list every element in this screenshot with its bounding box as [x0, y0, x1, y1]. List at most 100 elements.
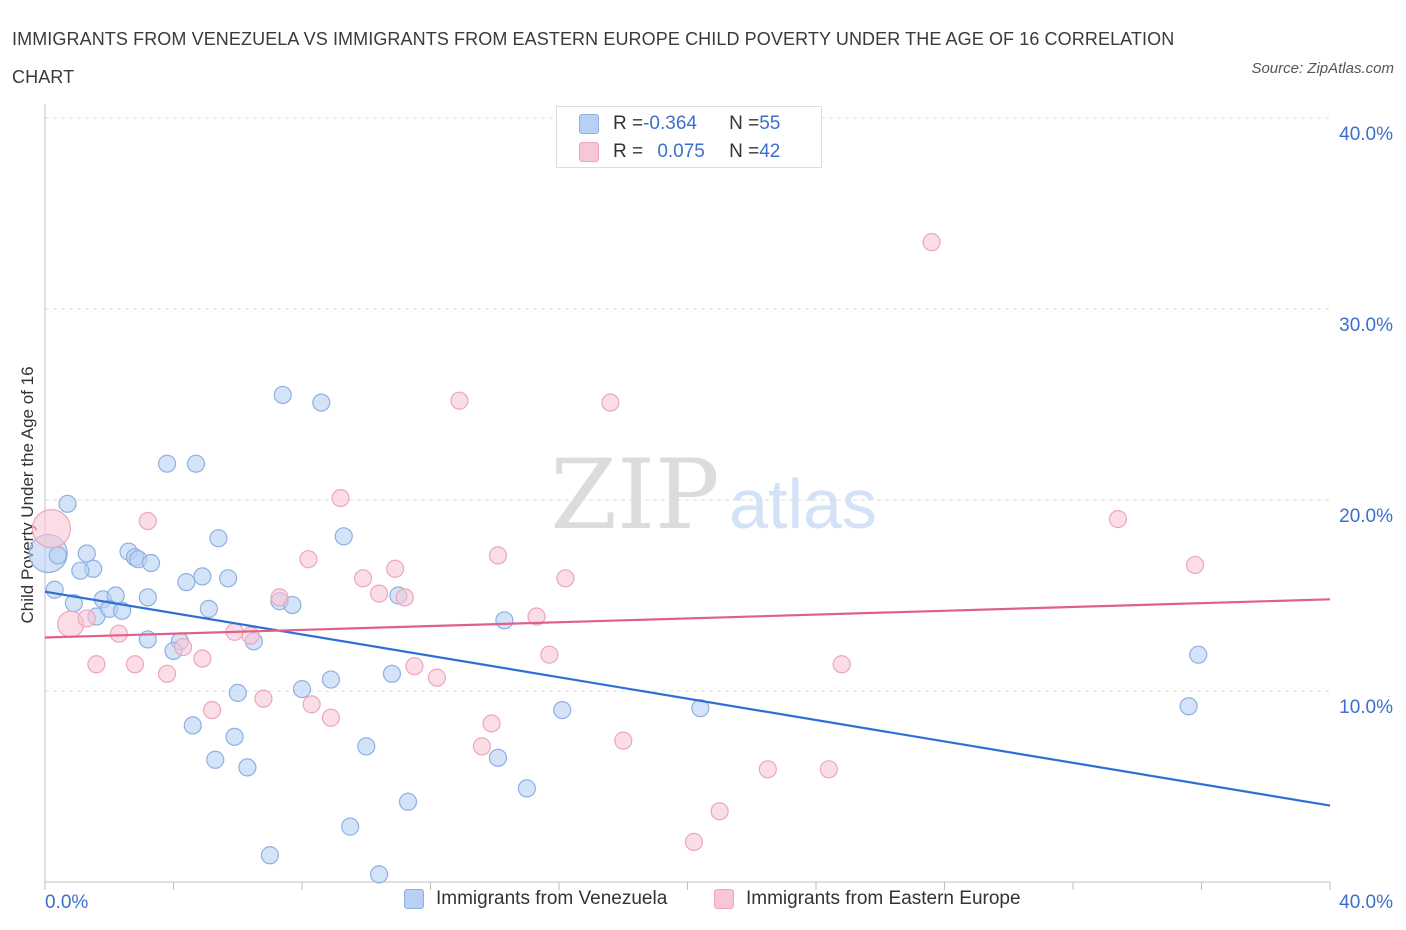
stats-r-label: R = [613, 113, 644, 134]
eastern-europe-point [488, 546, 508, 565]
eastern-europe-point [202, 700, 222, 720]
eastern-europe-point [125, 655, 145, 674]
legend-swatch-pink [714, 889, 734, 909]
venezuela-point [177, 573, 196, 592]
venezuela-point [312, 393, 331, 412]
eastern-europe-point [832, 655, 851, 674]
venezuela-point [260, 846, 279, 865]
eastern-europe-point [614, 731, 633, 750]
eastern-europe-point [353, 569, 373, 588]
y-tick-label: 30.0% [1339, 315, 1393, 336]
venezuela-point [273, 385, 292, 405]
axes [44, 104, 1331, 890]
eastern-europe-point [157, 664, 177, 683]
eastern-europe-point [386, 559, 405, 578]
venezuela-point [495, 611, 514, 630]
stats-n-value: 42 [759, 141, 781, 162]
venezuela-point [357, 737, 376, 756]
stats-row-eastern-europe: R = 0.075 N = 42 [579, 139, 780, 165]
eastern-europe-point [302, 695, 321, 714]
legend-item-eastern-europe[interactable]: Immigrants from Eastern Europe [714, 888, 1021, 910]
eastern-europe-point [758, 760, 777, 779]
eastern-europe-point [1108, 509, 1128, 529]
venezuela-point [334, 527, 353, 546]
eastern-europe-point [710, 802, 729, 821]
venezuela-point [48, 546, 67, 565]
eastern-europe-point [31, 509, 72, 549]
eastern-europe-point [77, 609, 96, 628]
x-tick-labels: 0.0% 40.0% [45, 892, 1393, 913]
eastern-europe-point [138, 511, 157, 531]
venezuela-point [183, 716, 202, 735]
eastern-europe-point [819, 760, 838, 779]
bottom-legend: Immigrants from Venezuela Immigrants fro… [0, 888, 1406, 916]
venezuela-point [199, 599, 218, 618]
eastern-europe-point [174, 637, 193, 657]
eastern-europe-point [684, 832, 704, 851]
venezuela-point [193, 567, 212, 586]
eastern-europe-point [922, 233, 941, 252]
eastern-europe-points [31, 233, 1205, 851]
chart-title: IMMIGRANTS FROM VENEZUELA VS IMMIGRANTS … [12, 29, 1175, 87]
venezuela-point [1179, 697, 1198, 716]
eastern-europe-point [331, 488, 350, 508]
venezuela-point [321, 670, 341, 689]
eastern-europe-point [370, 584, 389, 603]
venezuela-point [370, 865, 389, 884]
trend-lines [44, 590, 1331, 807]
x-tick-label: 40.0% [1339, 892, 1393, 913]
venezuela-point [225, 727, 244, 746]
zipatlas-watermark: ZIP atlas [550, 439, 877, 551]
eastern-europe-point [395, 588, 414, 607]
stats-r-value: 0.075 [657, 141, 705, 162]
venezuela-point [488, 748, 508, 767]
eastern-europe-point [193, 649, 212, 668]
venezuela-point [292, 679, 312, 699]
eastern-europe-point [427, 668, 447, 687]
venezuela-trend-line [44, 590, 1331, 807]
venezuela-point [141, 553, 161, 573]
venezuela-point [398, 792, 418, 811]
venezuela-point [206, 750, 225, 769]
venezuela-point [341, 817, 360, 836]
x-tick-label: 0.0% [45, 892, 88, 913]
stats-r-label: R = [613, 141, 644, 162]
venezuela-point [77, 544, 96, 563]
legend-swatch-blue [404, 889, 424, 909]
venezuela-point [112, 601, 132, 620]
source-label: Source: ZipAtlas.com [1251, 60, 1394, 77]
eastern-europe-point [601, 393, 620, 412]
venezuela-point [553, 700, 572, 720]
eastern-europe-point [270, 588, 289, 607]
eastern-europe-point [87, 655, 106, 674]
y-tick-labels: 10.0% 20.0% 30.0% 40.0% [1339, 124, 1393, 718]
stats-n-label: N = [729, 113, 760, 134]
eastern-europe-point [450, 391, 469, 410]
stats-swatch-pink [579, 142, 599, 162]
legend-label-venezuela: Immigrants from Venezuela [436, 888, 668, 909]
venezuela-point [186, 454, 206, 473]
eastern-europe-point [321, 708, 341, 727]
stats-n-label: N = [729, 141, 760, 162]
stats-legend: R = -0.364 N = 55 R = 0.075 N = 42 [556, 106, 822, 168]
venezuela-point [58, 494, 77, 513]
venezuela-point [71, 561, 90, 580]
stats-r-value: -0.364 [643, 113, 697, 134]
y-tick-label: 40.0% [1339, 124, 1393, 145]
venezuela-point [157, 454, 177, 473]
eastern-europe-point [109, 624, 128, 643]
venezuela-point [219, 569, 238, 588]
watermark-zip: ZIP [550, 439, 719, 551]
venezuela-point [45, 580, 64, 599]
eastern-europe-point [527, 607, 546, 626]
eastern-europe-point [472, 737, 491, 756]
stats-n-value: 55 [759, 113, 781, 134]
eastern-europe-point [1185, 555, 1205, 575]
stats-swatch-blue [579, 114, 599, 134]
y-tick-label: 20.0% [1339, 506, 1393, 527]
venezuela-point [382, 664, 402, 683]
venezuela-point [228, 683, 247, 703]
legend-item-venezuela[interactable]: Immigrants from Venezuela [404, 888, 667, 910]
eastern-europe-point [299, 550, 318, 569]
